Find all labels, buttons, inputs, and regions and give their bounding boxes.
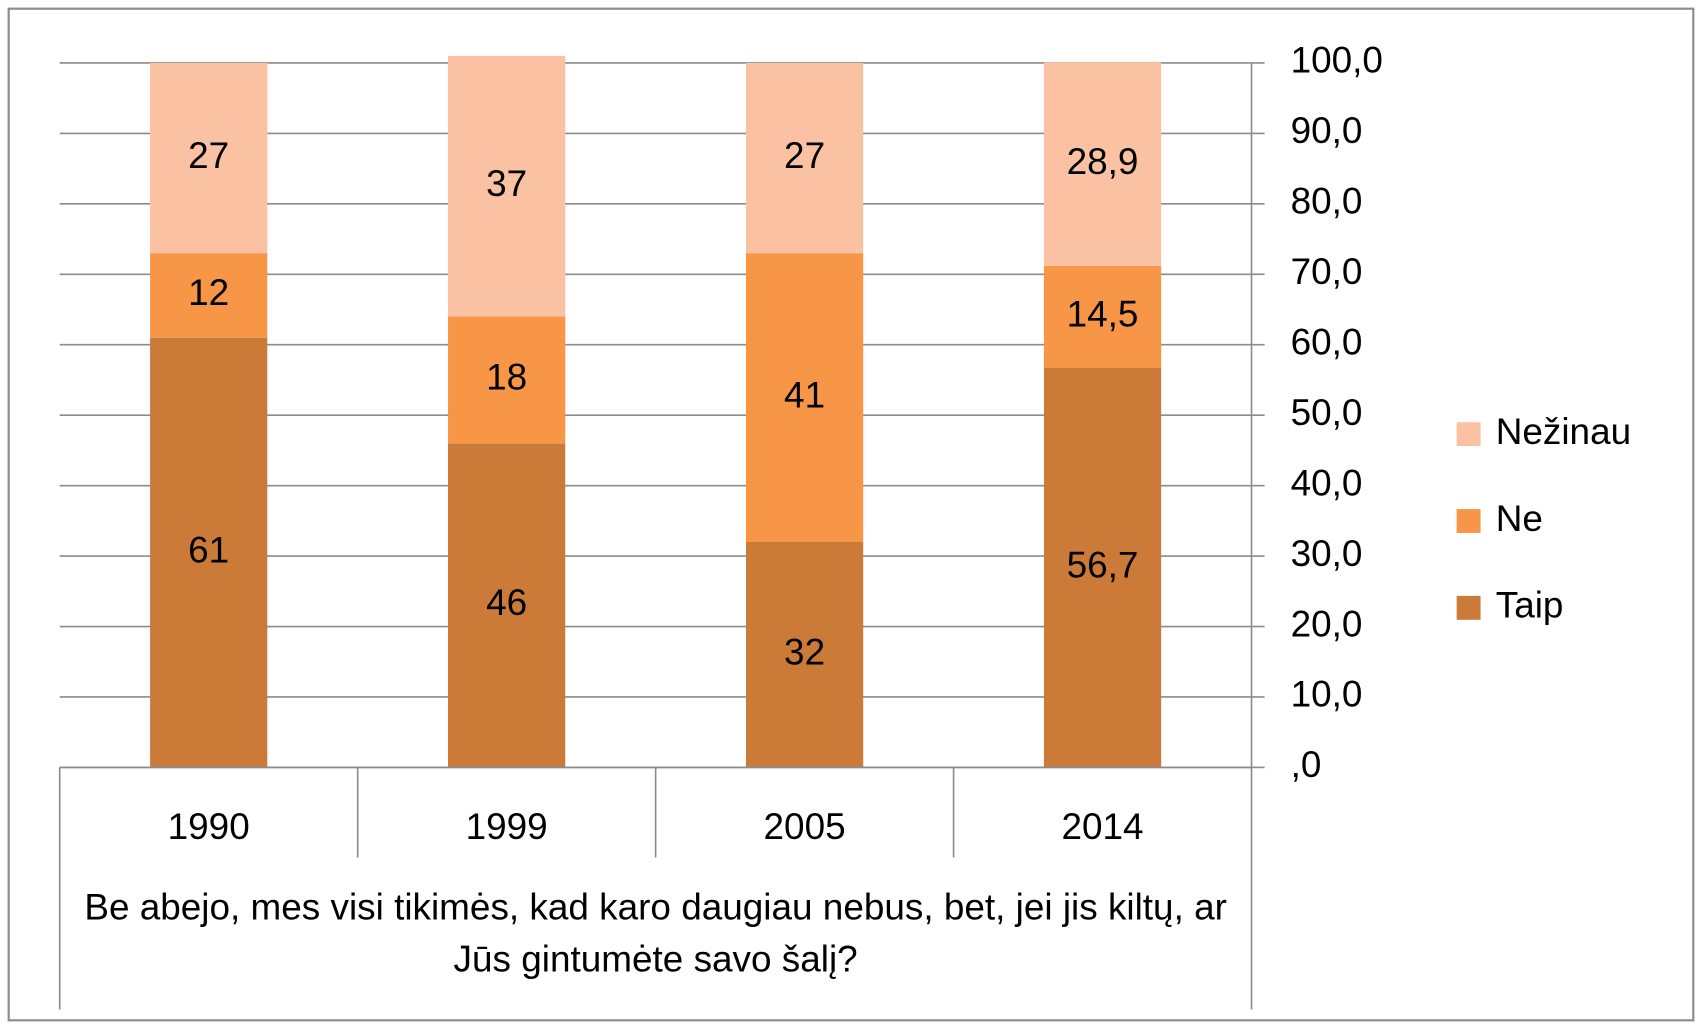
y-tick-label: 30,0 xyxy=(1291,533,1363,574)
data-label: 28,9 xyxy=(1067,141,1139,182)
y-tick-label: ,0 xyxy=(1291,744,1322,785)
legend-label: Ne xyxy=(1496,498,1543,539)
legend-swatch xyxy=(1456,422,1481,447)
data-label: 18 xyxy=(486,357,527,398)
bar-segment xyxy=(448,316,566,444)
y-tick-label: 20,0 xyxy=(1291,603,1363,644)
bar-segment xyxy=(150,337,268,768)
x-tick-label: 2014 xyxy=(1062,806,1144,847)
x-tick-label: 1990 xyxy=(168,806,250,847)
data-label: 27 xyxy=(188,135,229,176)
y-tick-label: 40,0 xyxy=(1291,462,1363,503)
legend-label: Taip xyxy=(1496,585,1564,626)
data-label: 37 xyxy=(486,163,527,204)
data-label: 14,5 xyxy=(1067,294,1139,335)
y-tick-label: 100,0 xyxy=(1291,40,1383,81)
legend-swatch xyxy=(1456,509,1481,533)
legend-swatch xyxy=(1456,595,1481,620)
data-label: 56,7 xyxy=(1067,544,1139,585)
bar-segment xyxy=(745,253,864,542)
y-tick-label: 80,0 xyxy=(1291,181,1363,222)
bar-segment xyxy=(448,55,566,317)
bar-segment xyxy=(745,62,864,254)
y-tick-label: 70,0 xyxy=(1291,251,1363,292)
data-label: 32 xyxy=(784,631,825,672)
y-tick-label: 90,0 xyxy=(1291,110,1363,151)
bar-segment xyxy=(150,253,268,338)
bar-segment xyxy=(1043,62,1162,266)
data-label: 27 xyxy=(784,135,825,176)
y-tick-label: 50,0 xyxy=(1291,392,1363,433)
legend-label: Nežinau xyxy=(1496,411,1631,452)
data-label: 61 xyxy=(188,529,229,570)
y-tick-label: 60,0 xyxy=(1291,321,1363,362)
bar-segment xyxy=(1043,367,1162,768)
x-tick-label: 1999 xyxy=(466,806,548,847)
x-tick-label: 2005 xyxy=(764,806,846,847)
x-label-box: Be abejo, mes visi tikimės, kad karo dau… xyxy=(84,886,1227,981)
bar-segment xyxy=(448,443,566,768)
y-tick-label: 10,0 xyxy=(1291,674,1363,715)
data-label: 46 xyxy=(486,582,527,623)
bar-segment xyxy=(150,62,268,254)
data-label: 41 xyxy=(784,374,825,415)
x-axis-label: Be abejo, mes visi tikimės, kad karo dau… xyxy=(84,886,1227,981)
bar-segment xyxy=(1043,265,1162,368)
data-label: 12 xyxy=(188,272,229,313)
bar-segment xyxy=(745,541,864,768)
